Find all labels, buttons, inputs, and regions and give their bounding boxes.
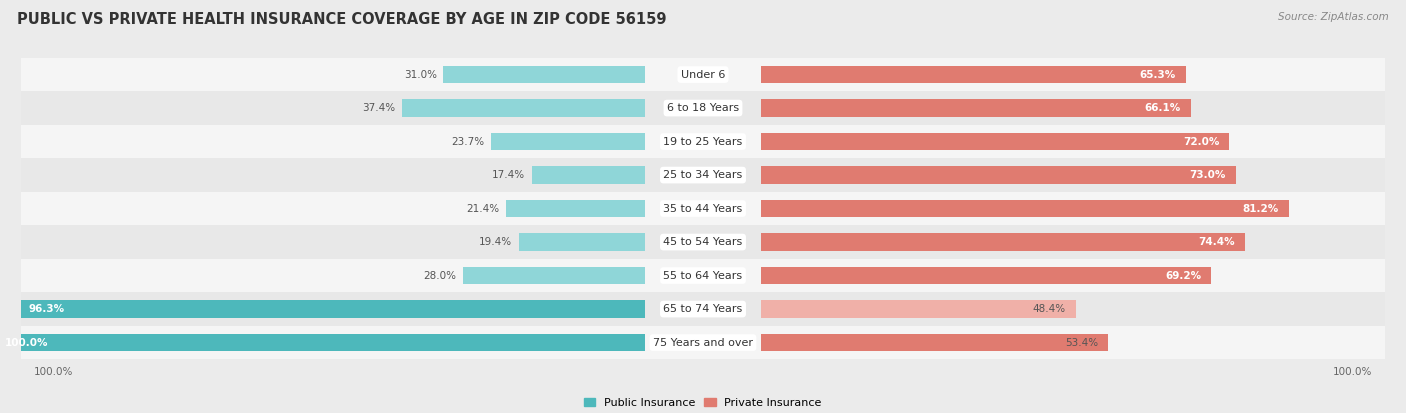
- Text: 75 Years and over: 75 Years and over: [652, 337, 754, 348]
- FancyBboxPatch shape: [21, 225, 1385, 259]
- Text: 45 to 54 Years: 45 to 54 Years: [664, 237, 742, 247]
- Text: Source: ZipAtlas.com: Source: ZipAtlas.com: [1278, 12, 1389, 22]
- Text: 81.2%: 81.2%: [1243, 204, 1279, 214]
- Bar: [762, 233, 1244, 251]
- Text: 53.4%: 53.4%: [1066, 337, 1098, 348]
- FancyBboxPatch shape: [21, 158, 1385, 192]
- Text: 23.7%: 23.7%: [451, 137, 484, 147]
- Text: 69.2%: 69.2%: [1166, 271, 1201, 280]
- Text: 19.4%: 19.4%: [479, 237, 512, 247]
- Text: 37.4%: 37.4%: [361, 103, 395, 113]
- Text: 73.0%: 73.0%: [1189, 170, 1226, 180]
- Bar: [20, 300, 644, 318]
- Text: 6 to 18 Years: 6 to 18 Years: [666, 103, 740, 113]
- Bar: [491, 133, 644, 150]
- Text: 25 to 34 Years: 25 to 34 Years: [664, 170, 742, 180]
- Bar: [506, 200, 644, 217]
- Text: 65 to 74 Years: 65 to 74 Years: [664, 304, 742, 314]
- Bar: [443, 66, 644, 83]
- Text: 66.1%: 66.1%: [1144, 103, 1181, 113]
- Bar: [402, 100, 644, 117]
- Text: 55 to 64 Years: 55 to 64 Years: [664, 271, 742, 280]
- FancyBboxPatch shape: [21, 259, 1385, 292]
- Text: PUBLIC VS PRIVATE HEALTH INSURANCE COVERAGE BY AGE IN ZIP CODE 56159: PUBLIC VS PRIVATE HEALTH INSURANCE COVER…: [17, 12, 666, 27]
- FancyBboxPatch shape: [21, 91, 1385, 125]
- Bar: [762, 166, 1236, 184]
- Text: 74.4%: 74.4%: [1198, 237, 1234, 247]
- Bar: [463, 267, 644, 284]
- Text: 21.4%: 21.4%: [465, 204, 499, 214]
- Text: 65.3%: 65.3%: [1139, 69, 1175, 80]
- FancyBboxPatch shape: [21, 58, 1385, 91]
- Text: 35 to 44 Years: 35 to 44 Years: [664, 204, 742, 214]
- Text: 96.3%: 96.3%: [30, 304, 65, 314]
- Bar: [762, 66, 1185, 83]
- Bar: [762, 200, 1289, 217]
- Text: Under 6: Under 6: [681, 69, 725, 80]
- Bar: [762, 100, 1191, 117]
- Text: 100.0%: 100.0%: [4, 337, 48, 348]
- Text: 17.4%: 17.4%: [492, 170, 524, 180]
- Bar: [762, 334, 1108, 351]
- Bar: [762, 133, 1229, 150]
- Bar: [531, 166, 644, 184]
- Text: 28.0%: 28.0%: [423, 271, 456, 280]
- FancyBboxPatch shape: [21, 326, 1385, 359]
- FancyBboxPatch shape: [21, 125, 1385, 158]
- Bar: [762, 300, 1076, 318]
- Text: 31.0%: 31.0%: [404, 69, 437, 80]
- Bar: [0, 334, 644, 351]
- Text: 72.0%: 72.0%: [1182, 137, 1219, 147]
- Bar: [519, 233, 644, 251]
- FancyBboxPatch shape: [21, 192, 1385, 225]
- Text: 19 to 25 Years: 19 to 25 Years: [664, 137, 742, 147]
- Bar: [762, 267, 1211, 284]
- Legend: Public Insurance, Private Insurance: Public Insurance, Private Insurance: [583, 398, 823, 408]
- FancyBboxPatch shape: [21, 292, 1385, 326]
- Text: 48.4%: 48.4%: [1033, 304, 1066, 314]
